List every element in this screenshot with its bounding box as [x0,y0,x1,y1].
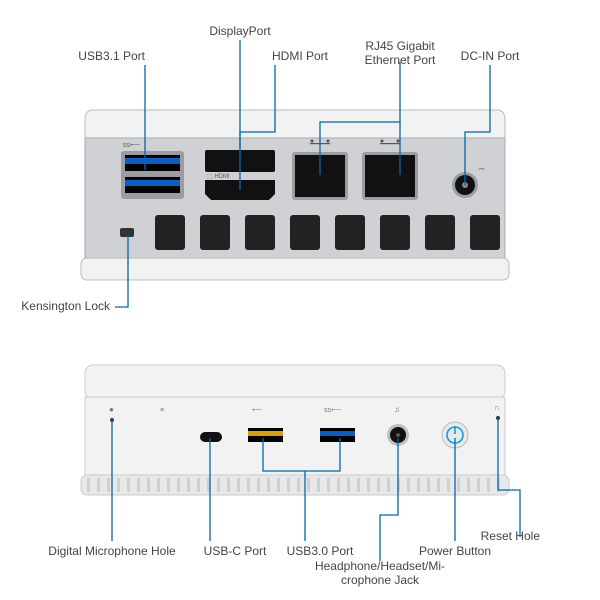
label-usb30: USB3.0 Port [287,544,354,558]
front-device: ● ≡ ⟵ ss⟵ ♫ ∩ [81,365,509,495]
svg-text:●: ● [109,405,114,414]
label-power: Power Button [419,544,491,558]
svg-text:ss⟵: ss⟵ [123,142,140,149]
svg-text:≡: ≡ [160,407,164,414]
svg-text:⬚ HDMI: ⬚ HDMI [207,174,230,180]
label-displayport: DisplayPort [209,24,271,38]
svg-text:♫: ♫ [394,405,400,414]
label-hdmi: HDMI Port [272,49,329,63]
label-mic: Digital Microphone Hole [48,544,176,558]
svg-text:ss⟵: ss⟵ [324,407,341,414]
svg-text:⎓: ⎓ [479,166,485,173]
label-reset: Reset Hole [481,529,541,543]
label-dcin: DC-IN Port [461,49,520,63]
port-diagram: ss⟵ ⬚ HDMI ⎓ ● ≡ ⟵ ss⟵ ♫ ∩ USB3.1 Port DisplayPort… [0,0,600,600]
label-audio: Headphone/Headset/Mi-crophone Jack [315,559,445,587]
svg-text:⟵: ⟵ [252,407,262,414]
label-usbc: USB-C Port [204,544,267,558]
label-usb31: USB3.1 Port [78,49,145,63]
svg-text:∩: ∩ [494,403,500,412]
label-kensington: Kensington Lock [21,299,111,313]
label-rj45: RJ45 GigabitEthernet Port [365,39,436,67]
